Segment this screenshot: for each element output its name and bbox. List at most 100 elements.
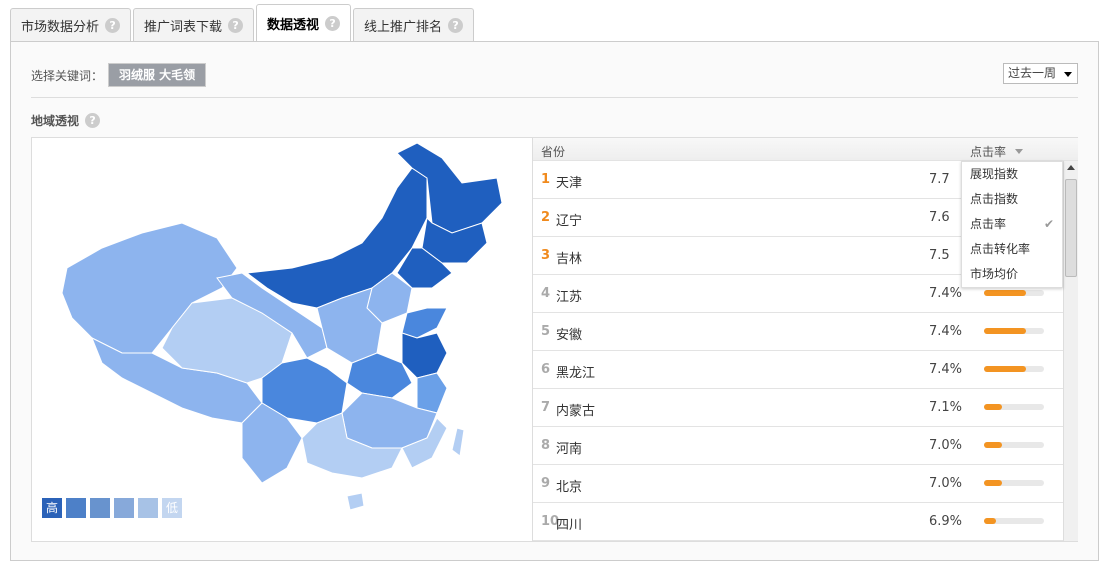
metric-value: 7.6 bbox=[929, 210, 950, 225]
metric-value: 7.0% bbox=[929, 476, 963, 491]
tab-label: 数据透视 bbox=[267, 18, 320, 33]
region-heilongjiang[interactable] bbox=[396, 142, 503, 234]
metric-bar-fill bbox=[984, 518, 996, 524]
rank: 5 bbox=[541, 324, 551, 339]
region-central[interactable] bbox=[316, 287, 383, 364]
divider bbox=[31, 97, 1078, 98]
province-name: 黑龙江 bbox=[556, 366, 596, 381]
menu-item-label: 点击指数 bbox=[970, 192, 1019, 206]
metric-bar bbox=[984, 480, 1044, 486]
legend-high: 高 bbox=[42, 498, 62, 518]
rank: 8 bbox=[541, 438, 551, 453]
menu-item-label: 点击转化率 bbox=[970, 242, 1031, 256]
col-province: 省份 bbox=[541, 145, 566, 159]
table-row[interactable]: 10 四川 6.9% bbox=[533, 503, 1063, 541]
scroll-up-icon[interactable] bbox=[1067, 165, 1075, 170]
tab-market-analysis[interactable]: 市场数据分析? bbox=[10, 8, 132, 42]
region-taiwan[interactable] bbox=[451, 427, 465, 457]
help-icon[interactable]: ? bbox=[228, 18, 244, 33]
rank: 9 bbox=[541, 476, 551, 491]
province-table: 省份 点击率 1 天津 7.7 2 辽宁 7.6 3 吉林 7.5 4 江苏 7.4% 5 安徽 7.4% 6… bbox=[532, 138, 1078, 541]
keyword-chip[interactable]: 羽绒服 大毛领 bbox=[108, 63, 207, 87]
period-select[interactable]: 过去一周 bbox=[1003, 63, 1078, 84]
rank: 3 bbox=[541, 248, 551, 263]
metric-value: 7.4% bbox=[929, 324, 963, 339]
metric-value: 7.1% bbox=[929, 400, 963, 415]
chevron-down-icon bbox=[1064, 72, 1072, 81]
legend-swatch bbox=[138, 498, 158, 518]
menu-item-avg-price[interactable]: 市场均价 bbox=[962, 262, 1062, 287]
metric-bar-fill bbox=[984, 480, 1002, 486]
metric-dropdown-menu: 展现指数 点击指数 点击率 ✔ 点击转化率 市场均价 bbox=[961, 161, 1063, 288]
rank: 6 bbox=[541, 362, 551, 377]
province-name: 北京 bbox=[556, 480, 583, 495]
region-fujian[interactable] bbox=[401, 417, 448, 469]
region-shandong[interactable] bbox=[401, 307, 448, 339]
scroll-thumb[interactable] bbox=[1065, 179, 1077, 277]
metric-value: 7.4% bbox=[929, 286, 963, 301]
region-yunnan[interactable] bbox=[241, 402, 303, 484]
tab-keyword-download[interactable]: 推广词表下载? bbox=[133, 8, 255, 42]
table-row[interactable]: 9 北京 7.0% bbox=[533, 465, 1063, 503]
col-metric[interactable]: 点击率 bbox=[970, 145, 1007, 159]
help-icon[interactable]: ? bbox=[85, 113, 101, 128]
region-pivot-box: 高 低 省份 点击率 1 天津 7.7 2 辽宁 7.6 3 吉林 7.5 4 江苏 7.4% 5 安徽 7… bbox=[31, 137, 1078, 542]
tab-label: 推广词表下载 bbox=[144, 20, 223, 35]
table-row[interactable]: 7 内蒙古 7.1% bbox=[533, 389, 1063, 427]
menu-item-clicks[interactable]: 点击指数 bbox=[962, 187, 1062, 212]
region-liaoning[interactable] bbox=[396, 247, 453, 289]
legend-swatch bbox=[114, 498, 134, 518]
metric-bar bbox=[984, 290, 1044, 296]
province-name: 安徽 bbox=[556, 328, 583, 343]
section-title: 地域透视? bbox=[31, 112, 101, 129]
menu-item-conversion[interactable]: 点击转化率 bbox=[962, 237, 1062, 262]
sort-down-icon[interactable] bbox=[1015, 149, 1023, 158]
help-icon[interactable]: ? bbox=[448, 18, 464, 33]
tab-online-ranking[interactable]: 线上推广排名? bbox=[353, 8, 475, 42]
region-henan-hubei[interactable] bbox=[346, 352, 413, 399]
rank: 4 bbox=[541, 286, 551, 301]
help-icon[interactable]: ? bbox=[325, 16, 341, 31]
menu-item-ctr[interactable]: 点击率 ✔ bbox=[962, 212, 1062, 237]
region-hainan[interactable] bbox=[346, 492, 365, 511]
menu-item-impressions[interactable]: 展现指数 bbox=[962, 162, 1062, 187]
section-title-text: 地域透视 bbox=[31, 114, 80, 128]
region-zhejiang[interactable] bbox=[416, 372, 448, 414]
metric-value: 7.5 bbox=[929, 248, 950, 263]
metric-bar-fill bbox=[984, 366, 1026, 372]
china-map bbox=[61, 142, 503, 511]
tab-bar: 市场数据分析? 推广词表下载? 数据透视? 线上推广排名? bbox=[10, 4, 476, 42]
table-row[interactable]: 8 河南 7.0% bbox=[533, 427, 1063, 465]
check-icon: ✔ bbox=[1043, 217, 1054, 231]
table-row[interactable]: 4 江苏 7.4% bbox=[533, 275, 1063, 313]
help-icon[interactable]: ? bbox=[105, 18, 121, 33]
province-name: 天津 bbox=[556, 176, 583, 191]
menu-item-label: 市场均价 bbox=[970, 267, 1019, 281]
scrollbar[interactable] bbox=[1063, 161, 1078, 541]
metric-value: 7.0% bbox=[929, 438, 963, 453]
menu-item-label: 点击率 bbox=[970, 217, 1007, 231]
rank: 1 bbox=[541, 172, 551, 187]
region-jiangsu-anhui[interactable] bbox=[401, 332, 448, 379]
keyword-label: 选择关键词： bbox=[31, 69, 104, 83]
table-row[interactable]: 5 安徽 7.4% bbox=[533, 313, 1063, 351]
menu-item-label: 展现指数 bbox=[970, 167, 1019, 181]
rank: 10 bbox=[541, 514, 560, 529]
metric-bar-fill bbox=[984, 404, 1002, 410]
map-legend: 高 低 bbox=[42, 498, 186, 518]
legend-swatch bbox=[90, 498, 110, 518]
metric-value: 7.4% bbox=[929, 362, 963, 377]
metric-bar bbox=[984, 442, 1044, 448]
tab-data-pivot[interactable]: 数据透视? bbox=[256, 4, 352, 42]
province-name: 江苏 bbox=[556, 290, 583, 305]
metric-bar-fill bbox=[984, 290, 1026, 296]
metric-bar bbox=[984, 328, 1044, 334]
province-name: 四川 bbox=[556, 518, 583, 533]
table-header: 省份 点击率 bbox=[533, 138, 1078, 161]
content-panel: 选择关键词： 羽绒服 大毛领 过去一周 地域透视? bbox=[10, 41, 1099, 561]
province-name: 吉林 bbox=[556, 252, 583, 267]
metric-bar-fill bbox=[984, 328, 1026, 334]
table-row[interactable]: 6 黑龙江 7.4% bbox=[533, 351, 1063, 389]
legend-low: 低 bbox=[162, 498, 182, 518]
tab-label: 线上推广排名 bbox=[364, 20, 443, 35]
